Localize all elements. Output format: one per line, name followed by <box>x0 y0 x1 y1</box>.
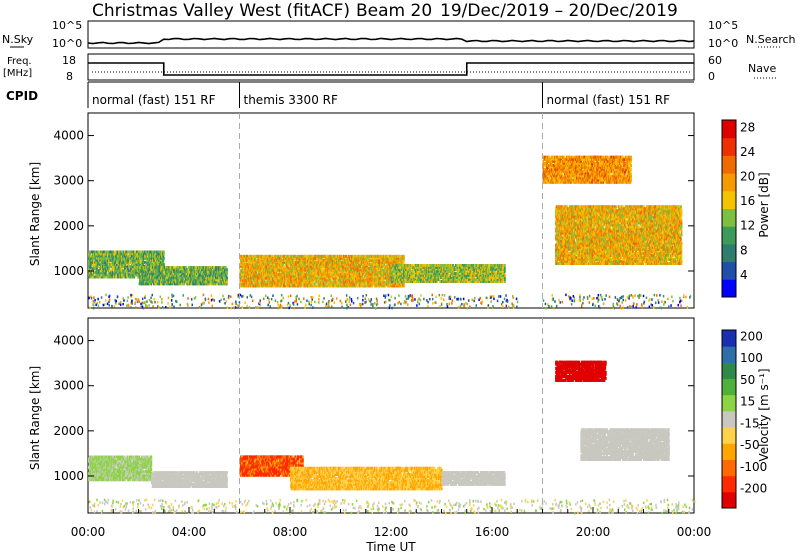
freq-right-tick-bottom: 0 <box>708 70 715 83</box>
data-cell <box>128 269 130 272</box>
figure: Christmas Valley West (fitACF) Beam 20 1… <box>0 0 800 554</box>
power-data <box>88 156 691 310</box>
noise-left-tick-bottom: 10^0 <box>52 37 82 50</box>
noise-left-label: N.Sky <box>2 33 34 46</box>
noise-left-tick-top: 10^5 <box>52 19 82 32</box>
freq-label-2: [MHz] <box>3 68 32 79</box>
noise-right-tick-top: 10^5 <box>708 19 738 32</box>
freq-panel-frame <box>88 54 694 80</box>
data-cell <box>163 263 165 266</box>
cpid-label: CPID <box>6 89 38 103</box>
noise-sky-line <box>88 38 694 43</box>
freq-label-1: Freq. <box>7 56 32 67</box>
data-cell <box>163 257 165 260</box>
freq-step-line <box>88 63 694 75</box>
noise-right-label: N.Search <box>746 33 796 46</box>
header-beam: Beam 20 <box>356 1 432 21</box>
cpid-mode-label: normal (fast) 151 RF <box>92 93 216 107</box>
noise-panel-frame <box>88 21 694 48</box>
header-station: Christmas Valley West (fitACF) <box>92 1 350 21</box>
cpid-mode-label: normal (fast) 151 RF <box>547 93 671 107</box>
freq-left-tick-bottom: 8 <box>66 70 73 83</box>
freq-left-tick-top: 18 <box>62 54 76 67</box>
data-cell <box>163 251 165 254</box>
cpid-modes: normal (fast) 151 RF themis 3300 RF normal… <box>88 82 670 108</box>
freq-right-tick-top: 60 <box>708 54 722 67</box>
cpid-mode-label: themis 3300 RF <box>244 93 338 107</box>
header-date-range: 19/Dec/2019 – 20/Dec/2019 <box>440 1 678 21</box>
freq-right-label: Nave <box>748 62 776 75</box>
noise-right-tick-bottom: 10^0 <box>708 37 738 50</box>
